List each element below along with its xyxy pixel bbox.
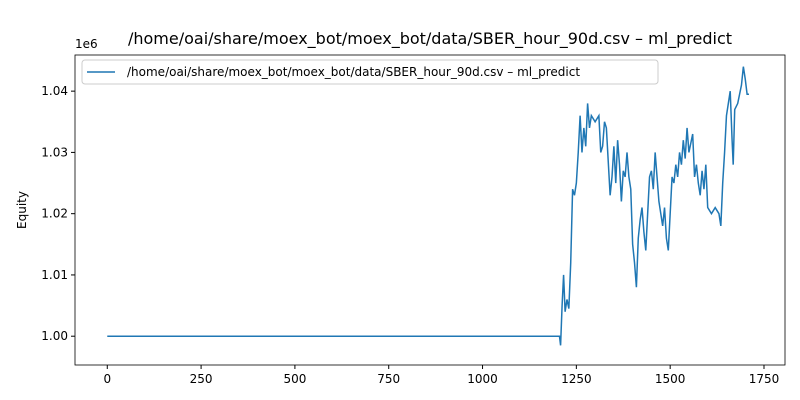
y-tick-label: 1.02	[41, 207, 68, 221]
axes-frame	[74, 54, 786, 366]
y-tick-label: 1.03	[41, 145, 68, 159]
x-tick-label: 500	[283, 372, 306, 386]
x-tick-label: 1500	[655, 372, 686, 386]
x-tick-label: 1000	[467, 372, 498, 386]
x-tick-label: 750	[377, 372, 400, 386]
x-tick-label: 0	[103, 372, 111, 386]
y-tick-label: 1.00	[41, 329, 68, 343]
series-line	[107, 66, 749, 346]
y-tick-label: 1.01	[41, 268, 68, 282]
y-axis-label: Equity	[15, 191, 29, 229]
legend-label: /home/oai/share/moex_bot/moex_bot/data/S…	[127, 65, 580, 79]
y-tick-label: 1.04	[41, 84, 68, 98]
y-offset-label: 1e6	[75, 37, 98, 51]
x-tick-label: 250	[190, 372, 213, 386]
chart-title: /home/oai/share/moex_bot/moex_bot/data/S…	[128, 29, 732, 49]
x-tick-label: 1750	[749, 372, 780, 386]
legend-box	[81, 59, 659, 85]
x-tick-label: 1250	[561, 372, 592, 386]
